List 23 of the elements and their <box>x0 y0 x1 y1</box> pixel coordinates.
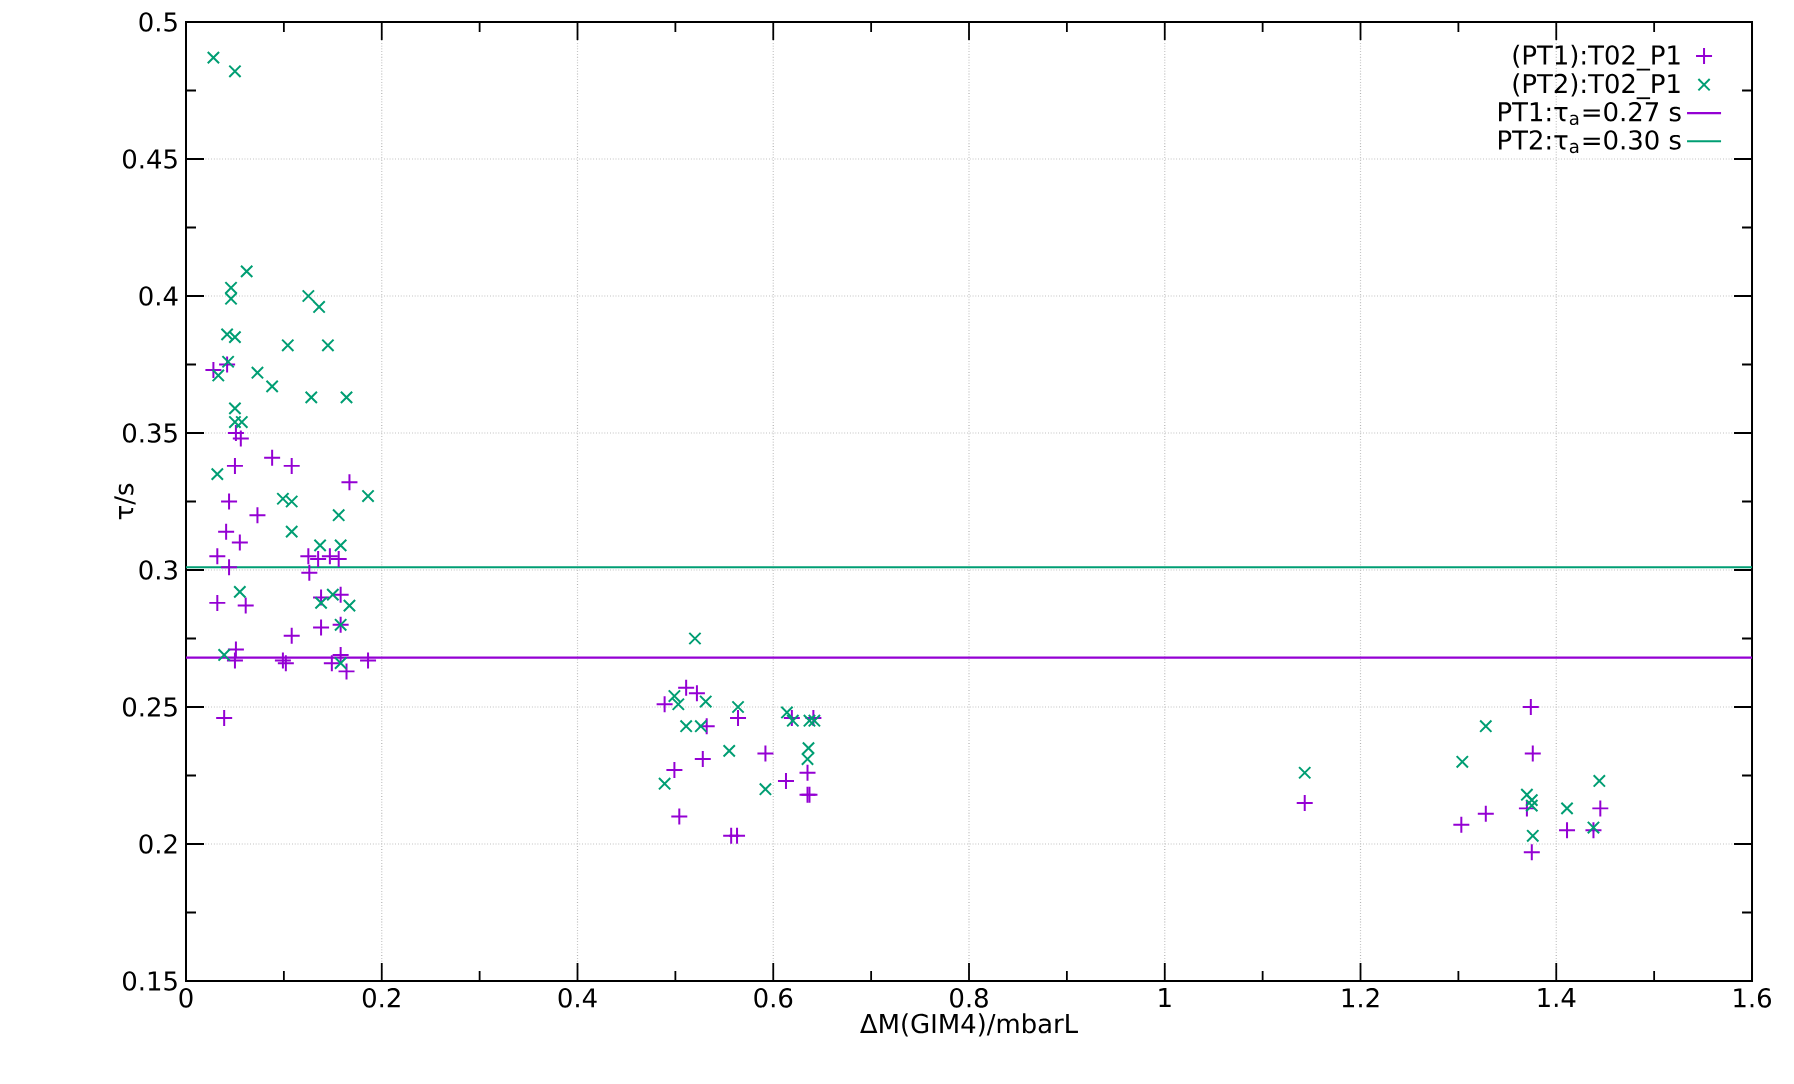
y-tick-label: 0.3 <box>139 560 177 580</box>
x-axis-title: ΔM(GIM4)/mbarL <box>860 1013 1078 1037</box>
x-tick-label: 1.6 <box>1734 988 1771 1008</box>
x-tick-label: 0.4 <box>558 988 597 1008</box>
y-tick-label: 0.5 <box>139 12 177 32</box>
y-tick-label: 0.25 <box>123 697 177 717</box>
y-tick-label: 0.45 <box>123 149 177 169</box>
y-tick-label: 0.2 <box>139 834 177 854</box>
y-tick-label: 0.15 <box>123 971 177 991</box>
x-tick-label: 0.8 <box>950 988 988 1008</box>
x-tick-label: 0 <box>179 988 193 1008</box>
x-tick-label: 1.4 <box>1538 988 1576 1007</box>
legend-label: PT1:τ$_{a}$=0.27 s <box>1499 101 1681 126</box>
y-tick-label: 0.35 <box>123 423 177 443</box>
legend-label: (PT1):T02_P1 <box>1513 44 1680 71</box>
legend-label: (PT2):T02_P1 <box>1513 73 1680 100</box>
x-tick-label: 0.2 <box>362 988 400 1008</box>
x-tick-label: 0.6 <box>754 988 793 1008</box>
x-tick-label: 1 <box>1159 988 1171 1007</box>
y-tick-label: 0.4 <box>139 286 178 306</box>
x-tick-label: 1.2 <box>1342 988 1379 1008</box>
y-axis-title: τ/s <box>114 483 136 520</box>
legend-label: PT2:τ$_{a}$=0.30 s <box>1499 130 1681 154</box>
